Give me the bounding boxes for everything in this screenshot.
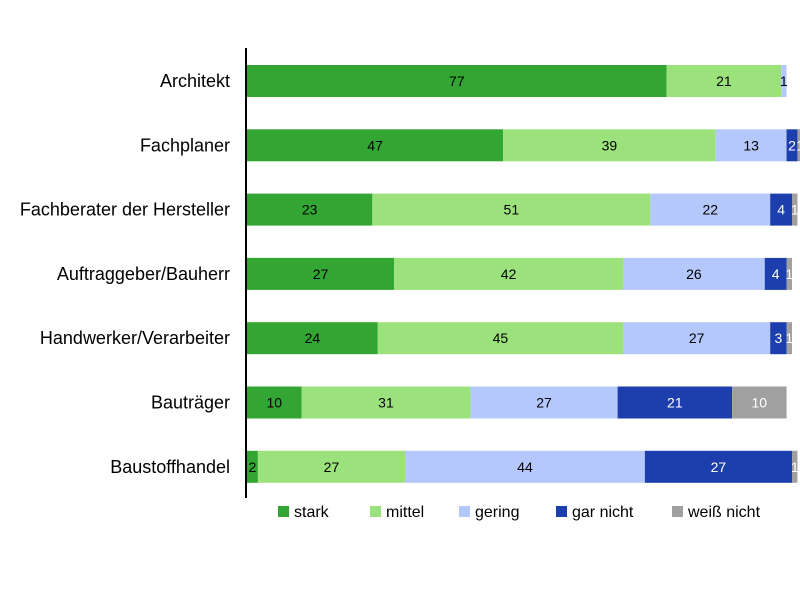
value-label-fachplaner-gering: 13 bbox=[743, 137, 759, 153]
legend-swatch-stark bbox=[278, 506, 289, 517]
value-label-baustoffhandel-gering: 44 bbox=[517, 459, 533, 475]
bar-handwerker-verarbeiter-mittel bbox=[377, 322, 624, 355]
bar-auftraggeber-bauherr-mittel bbox=[394, 257, 624, 290]
value-label-baustoffhandel-stark: 2 bbox=[249, 459, 257, 475]
bar-handwerker-verarbeiter-weiss-nicht bbox=[786, 322, 792, 355]
bar-handwerker-verarbeiter-gering bbox=[623, 322, 771, 355]
legend-label-gering: gering bbox=[475, 504, 519, 521]
bar-handwerker-verarbeiter-stark bbox=[247, 322, 378, 355]
bar-auftraggeber-bauherr-stark bbox=[247, 257, 395, 290]
legend-label-weiss-nicht: weiß nicht bbox=[687, 504, 761, 521]
bar-fachplaner-weiss-nicht bbox=[797, 129, 800, 162]
legend-swatch-gar-nicht bbox=[556, 506, 567, 517]
value-label-auftraggeber-bauherr-gar-nicht: 4 bbox=[772, 266, 780, 282]
bar-architekt-gering bbox=[781, 65, 787, 97]
bar-baustoffhandel-gering bbox=[405, 450, 645, 483]
legend-swatch-mittel bbox=[370, 506, 381, 517]
bar-bautraeger-mittel bbox=[301, 386, 471, 419]
value-label-auftraggeber-bauherr-stark: 27 bbox=[313, 266, 329, 282]
bars-layer: 7721147391321235122412742264124452731103… bbox=[247, 65, 800, 483]
value-label-fachplaner-gar-nicht: 2 bbox=[788, 137, 796, 153]
bar-fachplaner-gar-nicht bbox=[786, 129, 798, 162]
bar-baustoffhandel-weiss-nicht bbox=[792, 450, 798, 483]
bar-fachberater-der-hersteller-stark bbox=[247, 193, 373, 226]
value-label-architekt-mittel: 21 bbox=[716, 73, 732, 89]
value-label-fachplaner-stark: 47 bbox=[367, 137, 383, 153]
bar-bautraeger-weiss-nicht bbox=[732, 386, 787, 419]
bar-fachplaner-stark bbox=[247, 129, 504, 162]
value-label-fachberater-der-hersteller-weiss-nicht: 1 bbox=[791, 202, 799, 218]
value-label-fachplaner-mittel: 39 bbox=[602, 137, 618, 153]
legend-label-gar-nicht: gar nicht bbox=[572, 504, 634, 521]
bar-baustoffhandel-mittel bbox=[257, 450, 406, 483]
legend-label-stark: stark bbox=[294, 504, 330, 521]
bar-bautraeger-gar-nicht bbox=[617, 386, 733, 419]
value-label-handwerker-verarbeiter-gering: 27 bbox=[689, 330, 705, 346]
value-label-bautraeger-weiss-nicht: 10 bbox=[752, 395, 768, 411]
legend-swatch-gering bbox=[459, 506, 470, 517]
bar-fachberater-der-hersteller-weiss-nicht bbox=[792, 193, 798, 226]
value-label-fachberater-der-hersteller-gering: 22 bbox=[702, 202, 718, 218]
value-label-handwerker-verarbeiter-mittel: 45 bbox=[493, 330, 509, 346]
bar-fachberater-der-hersteller-gering bbox=[650, 193, 771, 226]
legend-swatch-weiss-nicht bbox=[672, 506, 683, 517]
value-label-handwerker-verarbeiter-weiss-nicht: 1 bbox=[785, 330, 793, 346]
legend: stark mittel gering gar nicht weiß nicht bbox=[278, 504, 761, 521]
bar-fachberater-der-hersteller-mittel bbox=[372, 193, 651, 226]
category-label-architekt: Architekt bbox=[160, 71, 230, 91]
category-label-fachplaner: Fachplaner bbox=[140, 135, 230, 155]
value-label-auftraggeber-bauherr-gering: 26 bbox=[686, 266, 702, 282]
value-label-bautraeger-stark: 10 bbox=[266, 395, 282, 411]
bar-architekt-mittel bbox=[666, 65, 782, 97]
bar-baustoffhandel-gar-nicht bbox=[644, 450, 792, 483]
bar-bautraeger-stark bbox=[247, 386, 302, 419]
value-label-fachplaner-weiss-nicht: 1 bbox=[796, 137, 800, 153]
bar-baustoffhandel-stark bbox=[247, 450, 258, 483]
value-label-fachberater-der-hersteller-mittel: 51 bbox=[504, 202, 520, 218]
value-label-architekt-gering: 1 bbox=[780, 73, 788, 89]
category-label-baustoffhandel: Baustoffhandel bbox=[110, 457, 230, 477]
value-label-bautraeger-gar-nicht: 21 bbox=[667, 395, 683, 411]
legend-label-mittel: mittel bbox=[386, 504, 424, 521]
value-label-baustoffhandel-gar-nicht: 27 bbox=[711, 459, 727, 475]
value-label-baustoffhandel-weiss-nicht: 1 bbox=[791, 459, 799, 475]
bar-bautraeger-gering bbox=[470, 386, 618, 419]
category-label-bautraeger: Bauträger bbox=[151, 393, 230, 413]
value-label-bautraeger-gering: 27 bbox=[536, 395, 552, 411]
bar-handwerker-verarbeiter-gar-nicht bbox=[770, 322, 787, 355]
value-label-handwerker-verarbeiter-gar-nicht: 3 bbox=[774, 330, 782, 346]
bar-fachplaner-mittel bbox=[503, 129, 716, 162]
bar-fachplaner-gering bbox=[715, 129, 787, 162]
bar-auftraggeber-bauherr-weiss-nicht bbox=[786, 257, 792, 290]
value-label-handwerker-verarbeiter-stark: 24 bbox=[305, 330, 321, 346]
value-label-baustoffhandel-mittel: 27 bbox=[324, 459, 340, 475]
value-label-auftraggeber-bauherr-weiss-nicht: 1 bbox=[785, 266, 793, 282]
bar-fachberater-der-hersteller-gar-nicht bbox=[770, 193, 792, 226]
value-label-auftraggeber-bauherr-mittel: 42 bbox=[501, 266, 517, 282]
value-label-fachberater-der-hersteller-stark: 23 bbox=[302, 202, 318, 218]
bar-architekt-stark bbox=[247, 65, 667, 97]
category-label-handwerker-verarbeiter: Handwerker/Verarbeiter bbox=[40, 328, 230, 348]
category-label-auftraggeber-bauherr: Auftraggeber/Bauherr bbox=[57, 264, 230, 284]
bar-auftraggeber-bauherr-gering bbox=[623, 257, 765, 290]
value-label-architekt-stark: 77 bbox=[449, 73, 465, 89]
category-label-fachberater-der-hersteller: Fachberater der Hersteller bbox=[20, 200, 230, 220]
category-labels: Architekt Fachplaner Fachberater der Herst… bbox=[20, 71, 230, 477]
value-label-bautraeger-mittel: 31 bbox=[378, 395, 394, 411]
value-label-fachberater-der-hersteller-gar-nicht: 4 bbox=[777, 202, 785, 218]
bar-auftraggeber-bauherr-gar-nicht bbox=[764, 257, 787, 290]
